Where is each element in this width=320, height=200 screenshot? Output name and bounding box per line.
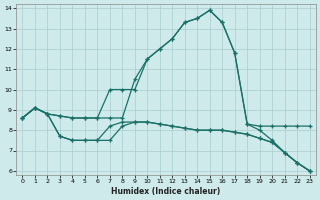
X-axis label: Humidex (Indice chaleur): Humidex (Indice chaleur)	[111, 187, 221, 196]
